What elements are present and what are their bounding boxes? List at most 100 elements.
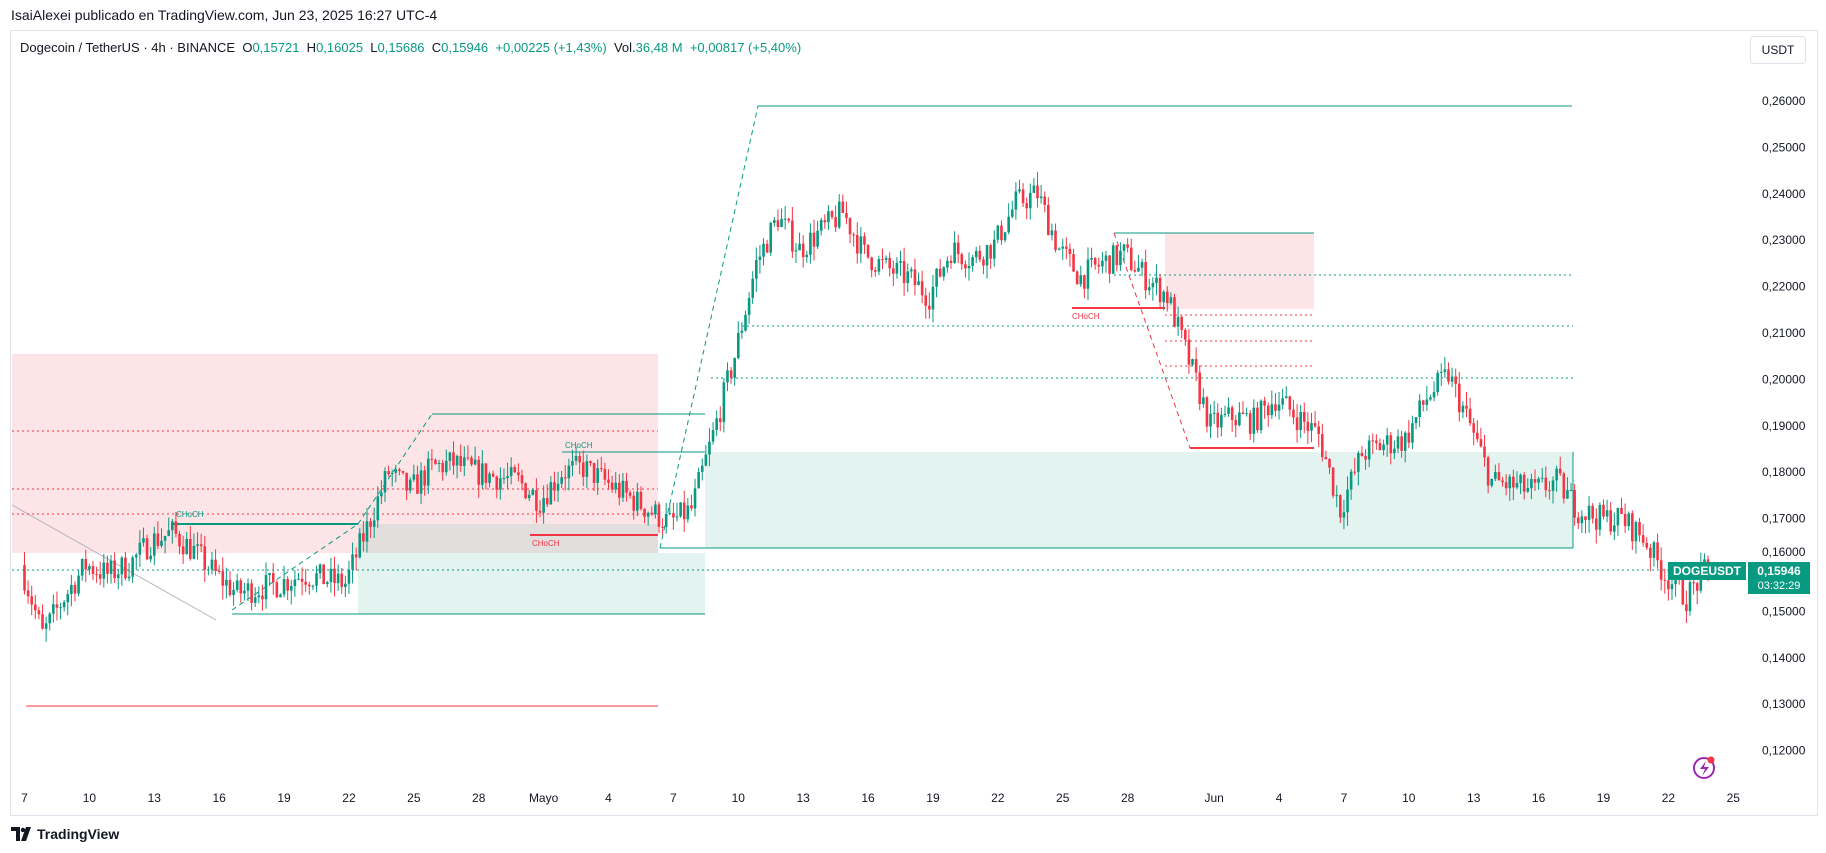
candle-body	[293, 579, 297, 587]
candle-body	[1346, 489, 1349, 513]
candle-body	[1248, 413, 1252, 434]
candle-body	[1014, 191, 1018, 210]
candle-body	[726, 370, 729, 383]
symbol-legend[interactable]: Dogecoin / TetherUS · 4h · BINANCE O0,15…	[20, 40, 801, 55]
currency-button[interactable]: USDT	[1750, 36, 1806, 64]
candle-body	[863, 236, 866, 245]
candle-body	[149, 555, 152, 560]
candle-body	[830, 211, 834, 218]
volume-value: 36,48 M	[635, 40, 683, 55]
candle-body	[383, 471, 387, 493]
candle-body	[1634, 522, 1638, 542]
choch-label: CHoCH	[565, 441, 593, 450]
candle-body	[1349, 471, 1353, 490]
candle-body	[444, 460, 448, 473]
candle-body	[257, 595, 261, 598]
close-value: 0,15946	[441, 40, 489, 55]
candle-body	[704, 454, 708, 466]
candle-body	[1562, 473, 1566, 499]
candle-body	[1047, 204, 1050, 236]
candle-body	[1108, 255, 1111, 274]
candle-body	[304, 581, 307, 585]
candle-body	[791, 220, 794, 252]
candle-body	[1685, 604, 1688, 612]
candle-body	[585, 461, 589, 477]
time-tick-label: 7	[670, 791, 677, 805]
candle-body	[1018, 189, 1021, 192]
time-tick-label: 28	[472, 791, 486, 805]
candle-body	[650, 512, 654, 515]
candle-body	[845, 212, 848, 219]
time-tick-label: 22	[991, 791, 1005, 805]
candle-body	[354, 554, 358, 558]
choch-label: CHoCH	[532, 539, 560, 548]
candle-body	[1252, 407, 1256, 434]
tradingview-logo[interactable]: TradingView	[11, 826, 119, 842]
candle-body	[805, 254, 809, 258]
candle-body	[1036, 185, 1039, 199]
candle-body	[1688, 582, 1692, 612]
candle-body	[783, 218, 787, 220]
candle-body	[1274, 404, 1277, 411]
candle-body	[917, 281, 920, 286]
candle-body	[1234, 420, 1238, 426]
candle-body	[571, 460, 574, 466]
candle-body	[1050, 230, 1054, 236]
candle-body	[156, 533, 160, 546]
candle-body	[801, 243, 805, 258]
candle-body	[625, 480, 628, 493]
candle-body	[329, 568, 333, 583]
candle-body	[1176, 316, 1180, 327]
price-axis[interactable]: 0,26000 0,25000 0,24000 0,23000 0,22000 0,210…	[1762, 94, 1806, 758]
candle-body	[419, 470, 423, 494]
candle-body	[452, 452, 455, 466]
time-axis[interactable]: 7 10 13 16 19 22 25 28 Mayo 4 7 10 13 16 19 22 25 28 Jun 4 7…	[21, 791, 1740, 805]
time-tick-label: 25	[1727, 791, 1741, 805]
candle-body	[1638, 522, 1641, 536]
candle-body	[1584, 516, 1587, 520]
candle-body	[589, 461, 592, 464]
candle-body	[1681, 578, 1685, 605]
candle-body	[466, 457, 470, 459]
candle-body	[881, 259, 884, 261]
candle-body	[55, 604, 59, 608]
candle-body	[416, 474, 419, 494]
candle-body	[1191, 359, 1194, 365]
candle-body	[679, 502, 682, 517]
price-tick-label: 0,16000	[1762, 545, 1806, 559]
candle-body	[398, 469, 401, 471]
candle-body	[1184, 329, 1187, 340]
candle-body	[873, 270, 877, 272]
candle-body	[1602, 504, 1605, 517]
candle-body	[877, 259, 881, 272]
candle-body	[1479, 439, 1483, 447]
candle-body	[913, 269, 917, 286]
time-tick-label: 13	[1467, 791, 1481, 805]
candle-body	[610, 482, 614, 490]
time-tick-label: 16	[861, 791, 875, 805]
candle-body	[1097, 264, 1101, 267]
candle-body	[614, 482, 618, 490]
candle-body	[755, 259, 758, 279]
candle-body	[1328, 459, 1331, 468]
lightning-icon[interactable]	[1693, 756, 1715, 779]
choch-label: CHoCH	[1072, 312, 1100, 321]
price-tick-label: 0,20000	[1762, 372, 1806, 386]
candle-body	[1043, 196, 1047, 205]
candle-body	[910, 269, 913, 272]
candle-body	[509, 467, 513, 477]
candle-body	[88, 566, 91, 570]
candle-body	[578, 456, 581, 463]
price-tick-label: 0,26000	[1762, 94, 1806, 108]
candle-body	[870, 257, 873, 271]
candle-body	[138, 542, 142, 555]
candle-body	[841, 201, 845, 213]
candle-body	[106, 562, 109, 574]
candle-body	[866, 244, 870, 258]
candle-body	[1429, 397, 1432, 400]
candle-body	[23, 565, 26, 591]
candle-body	[1400, 436, 1403, 451]
candle-body	[351, 554, 354, 570]
candle-body	[603, 468, 607, 480]
